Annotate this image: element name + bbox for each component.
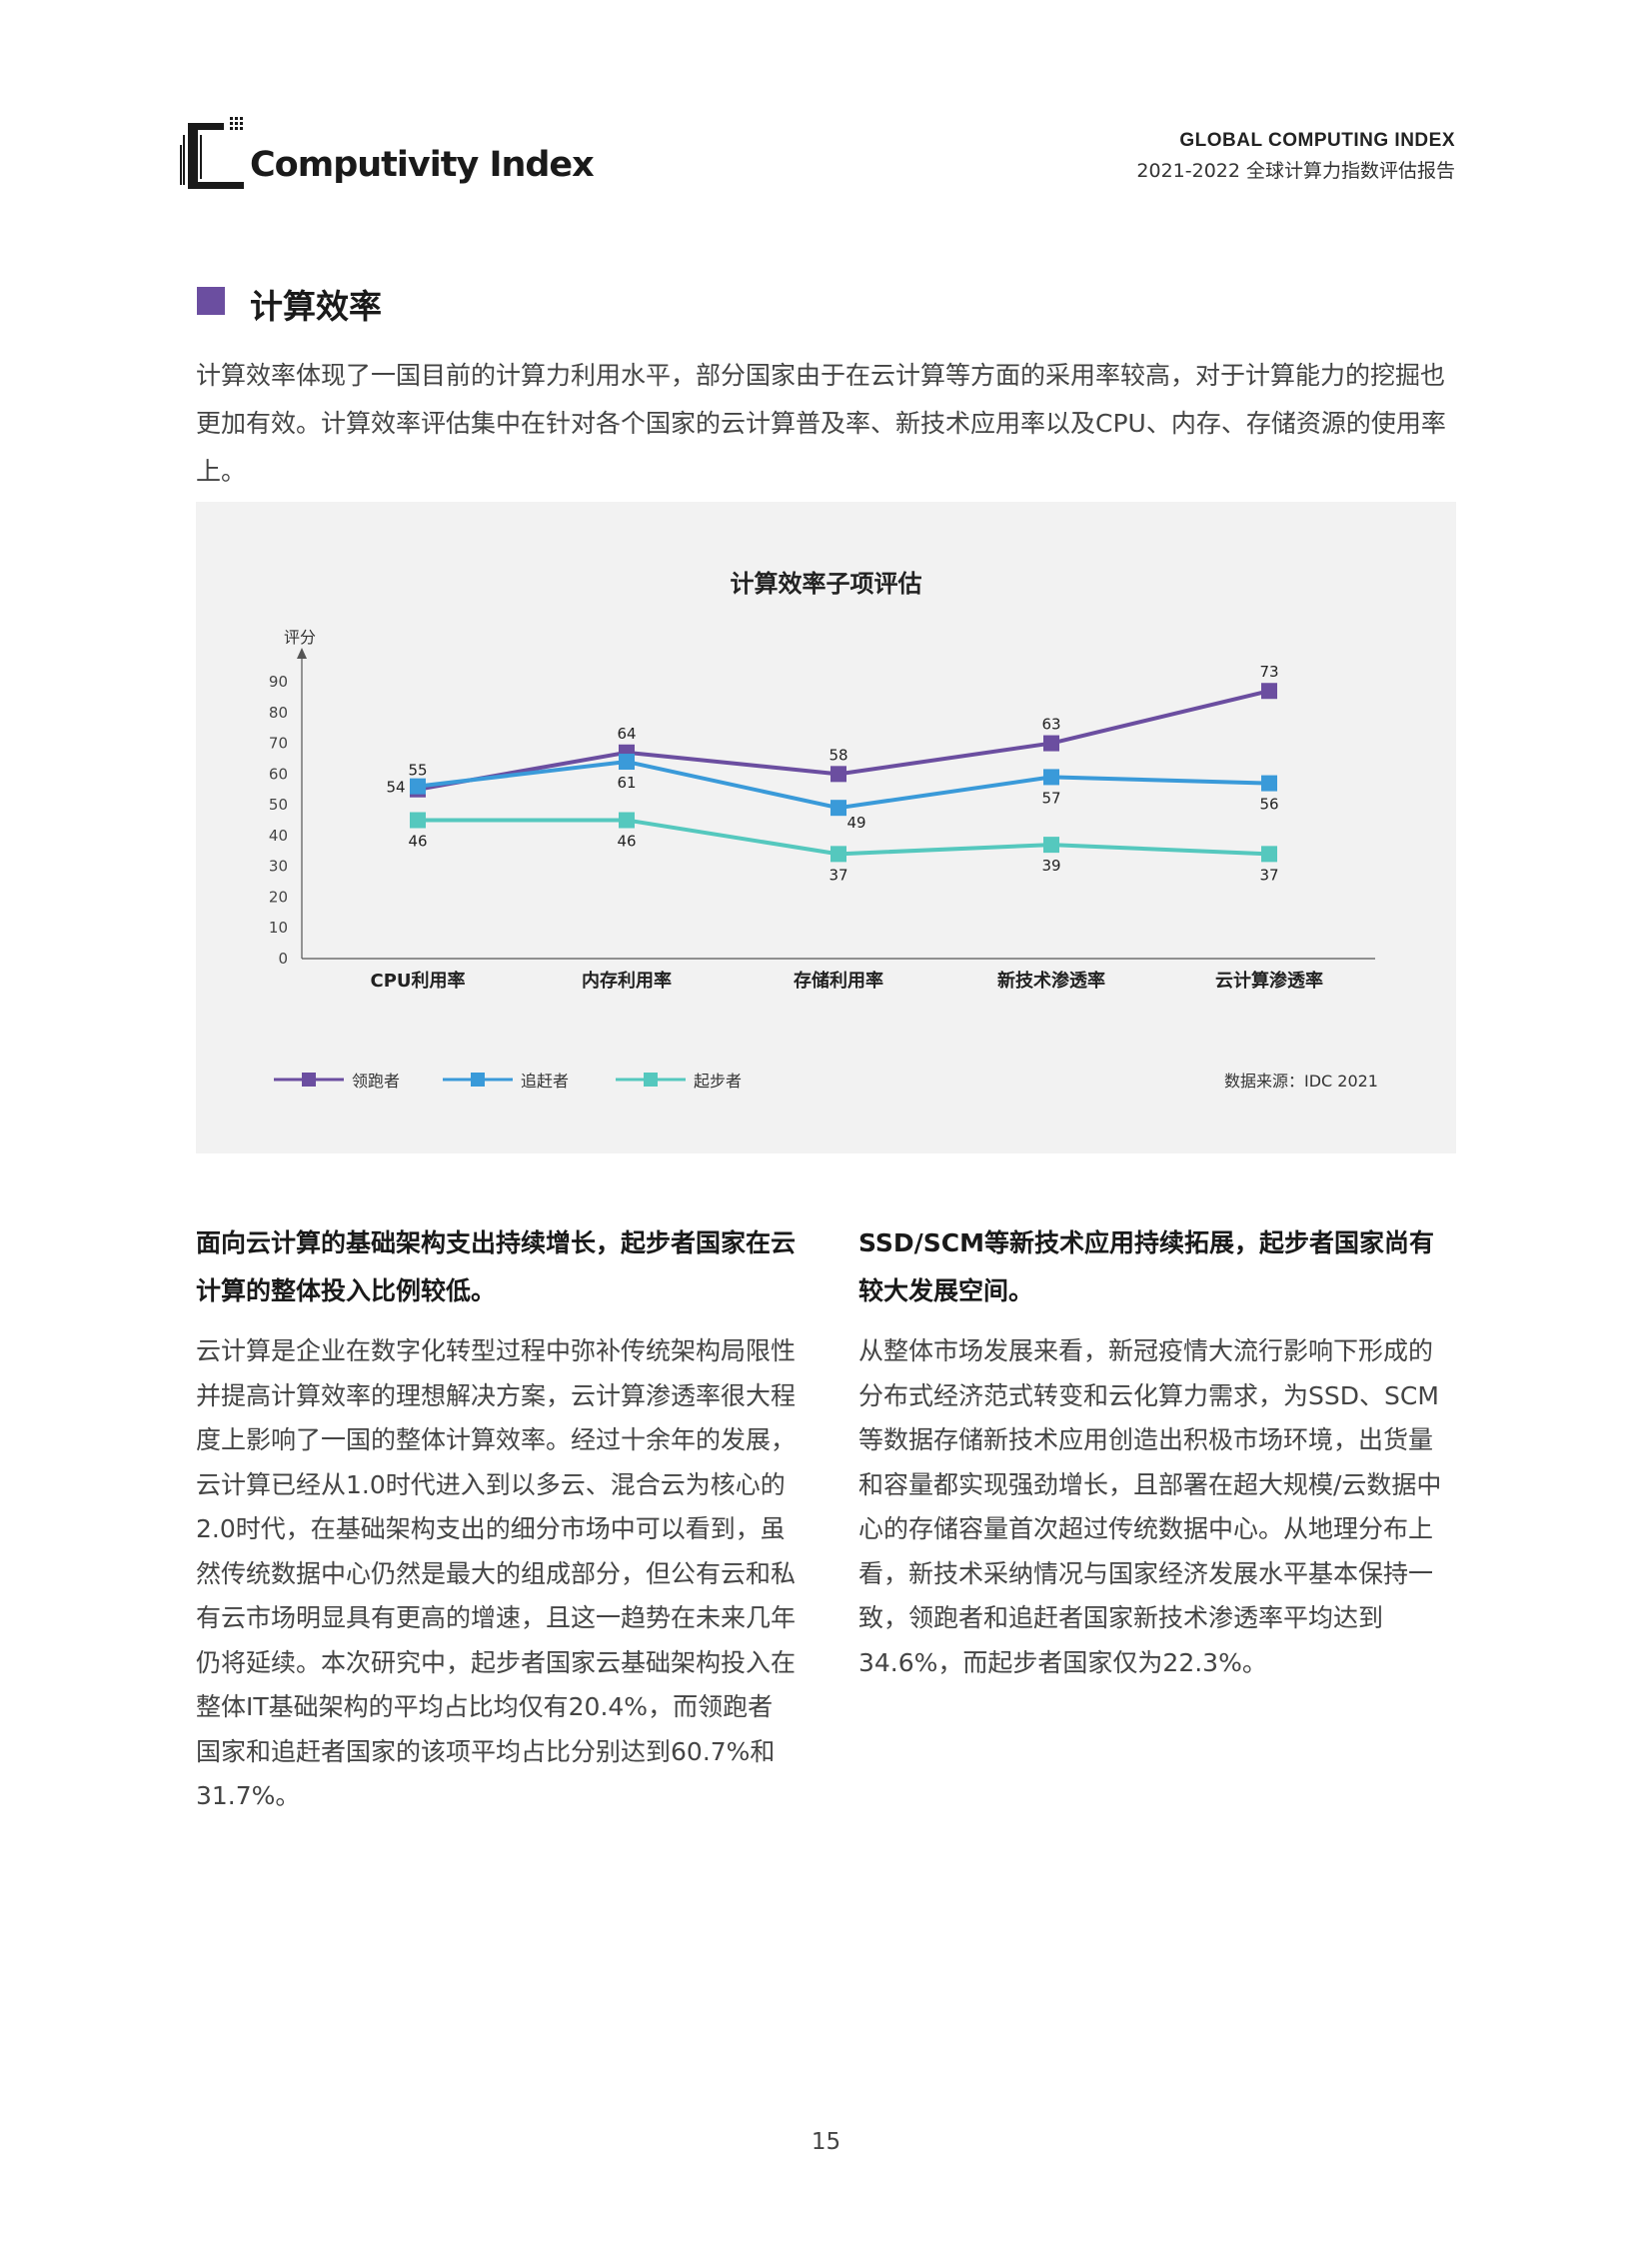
data-label: 55 bbox=[408, 762, 427, 780]
x-tick-label: 云计算渗透率 bbox=[1215, 970, 1323, 992]
legend-label: 起步者 bbox=[694, 1072, 743, 1091]
line-chart: 0 10 20 30 40 50 60 70 80 90 CPU利用率 内存利用率 存储利用率 新技术渗透… bbox=[269, 648, 1375, 992]
data-label: 63 bbox=[1041, 716, 1060, 734]
right-column-heading: SSD/SCM等新技术应用持续拓展，起步者国家尚有较大发展空间。 bbox=[858, 1228, 1435, 1305]
data-label: 58 bbox=[828, 746, 847, 764]
legend-label: 领跑者 bbox=[352, 1072, 401, 1091]
data-point bbox=[1261, 775, 1277, 792]
data-point bbox=[1261, 683, 1277, 700]
data-point bbox=[1043, 735, 1059, 752]
x-tick-label: 新技术渗透率 bbox=[997, 970, 1105, 992]
y-axis-arrow-icon bbox=[297, 648, 307, 659]
data-point bbox=[830, 766, 846, 783]
section-intro: 计算效率体现了一国目前的计算力利用水平，部分国家由于在云计算等方面的采用率较高，… bbox=[196, 361, 1446, 486]
data-label: 73 bbox=[1259, 663, 1278, 681]
data-point bbox=[1043, 837, 1059, 854]
logo-text: Computivity Index bbox=[250, 145, 595, 185]
x-tick-label: CPU利用率 bbox=[370, 970, 465, 992]
chart-panel: 计算效率子项评估 评分 0 10 20 30 40 50 60 70 80 90 CPU利用率 内存利… bbox=[196, 502, 1456, 1153]
y-tick-label: 80 bbox=[269, 704, 288, 722]
left-column-body: 云计算是企业在数字化转型过程中弥补传统架构局限性并提高计算效率的理想解决方案，云… bbox=[196, 1336, 797, 1810]
y-tick-label: 60 bbox=[269, 765, 288, 783]
header-line2: 2021-2022 全球计算力指数评估报告 bbox=[1136, 160, 1455, 182]
data-label: 46 bbox=[617, 833, 636, 851]
y-tick-label: 90 bbox=[269, 673, 288, 691]
legend-item-chaser: 追赶者 bbox=[443, 1068, 569, 1092]
header-line1: GLOBAL COMPUTING INDEX bbox=[1179, 130, 1455, 151]
y-tick-label: 0 bbox=[278, 950, 288, 968]
y-tick-label: 70 bbox=[269, 735, 288, 753]
data-label: 64 bbox=[617, 725, 636, 743]
data-label: 39 bbox=[1041, 857, 1060, 875]
computivity-logo-icon bbox=[180, 115, 250, 197]
data-point bbox=[1043, 769, 1059, 786]
data-label: 37 bbox=[1259, 866, 1278, 884]
data-label: 54 bbox=[386, 779, 405, 797]
chart-source: 数据来源：IDC 2021 bbox=[1223, 1072, 1378, 1091]
legend-item-starter: 起步者 bbox=[616, 1068, 742, 1092]
right-column-body: 从整体市场发展来看，新冠疫情大流行影响下形成的分布式经济范式转变和云化算力需求，… bbox=[858, 1336, 1442, 1677]
left-column: 面向云计算的基础架构支出持续增长，起步者国家在云计算的整体投入比例较低。 云计算… bbox=[196, 1219, 796, 1819]
x-tick-label: 存储利用率 bbox=[794, 970, 883, 992]
legend-item-leader: 领跑者 bbox=[274, 1068, 400, 1092]
data-point bbox=[410, 812, 426, 829]
section-bullet-icon bbox=[197, 287, 225, 315]
data-label: 46 bbox=[408, 833, 427, 851]
data-point bbox=[830, 846, 846, 863]
data-point bbox=[1261, 846, 1277, 863]
data-label: 37 bbox=[828, 866, 847, 884]
y-tick-label: 20 bbox=[269, 888, 288, 906]
data-label: 56 bbox=[1259, 796, 1278, 814]
data-label: 49 bbox=[846, 814, 865, 832]
data-point bbox=[619, 754, 635, 771]
chart-title: 计算效率子项评估 bbox=[730, 570, 922, 598]
y-axis-label: 评分 bbox=[284, 628, 317, 647]
y-tick-label: 30 bbox=[269, 858, 288, 876]
data-label: 61 bbox=[617, 774, 636, 792]
data-point bbox=[830, 800, 846, 817]
data-point bbox=[410, 778, 426, 795]
legend-label: 追赶者 bbox=[521, 1072, 570, 1091]
y-tick-label: 50 bbox=[269, 796, 288, 814]
page-number: 15 bbox=[811, 2129, 841, 2155]
section-title: 计算效率 bbox=[250, 287, 382, 326]
data-point bbox=[619, 812, 635, 829]
y-tick-label: 40 bbox=[269, 827, 288, 845]
x-tick-label: 内存利用率 bbox=[582, 970, 672, 992]
left-column-heading: 面向云计算的基础架构支出持续增长，起步者国家在云计算的整体投入比例较低。 bbox=[196, 1228, 797, 1305]
data-label: 57 bbox=[1041, 789, 1060, 807]
report-header: GLOBAL COMPUTING INDEX 2021-2022 全球计算力指数… bbox=[1136, 130, 1455, 183]
right-column: SSD/SCM等新技术应用持续拓展，起步者国家尚有较大发展空间。 从整体市场发展… bbox=[858, 1219, 1456, 1685]
y-tick-label: 10 bbox=[269, 919, 288, 937]
